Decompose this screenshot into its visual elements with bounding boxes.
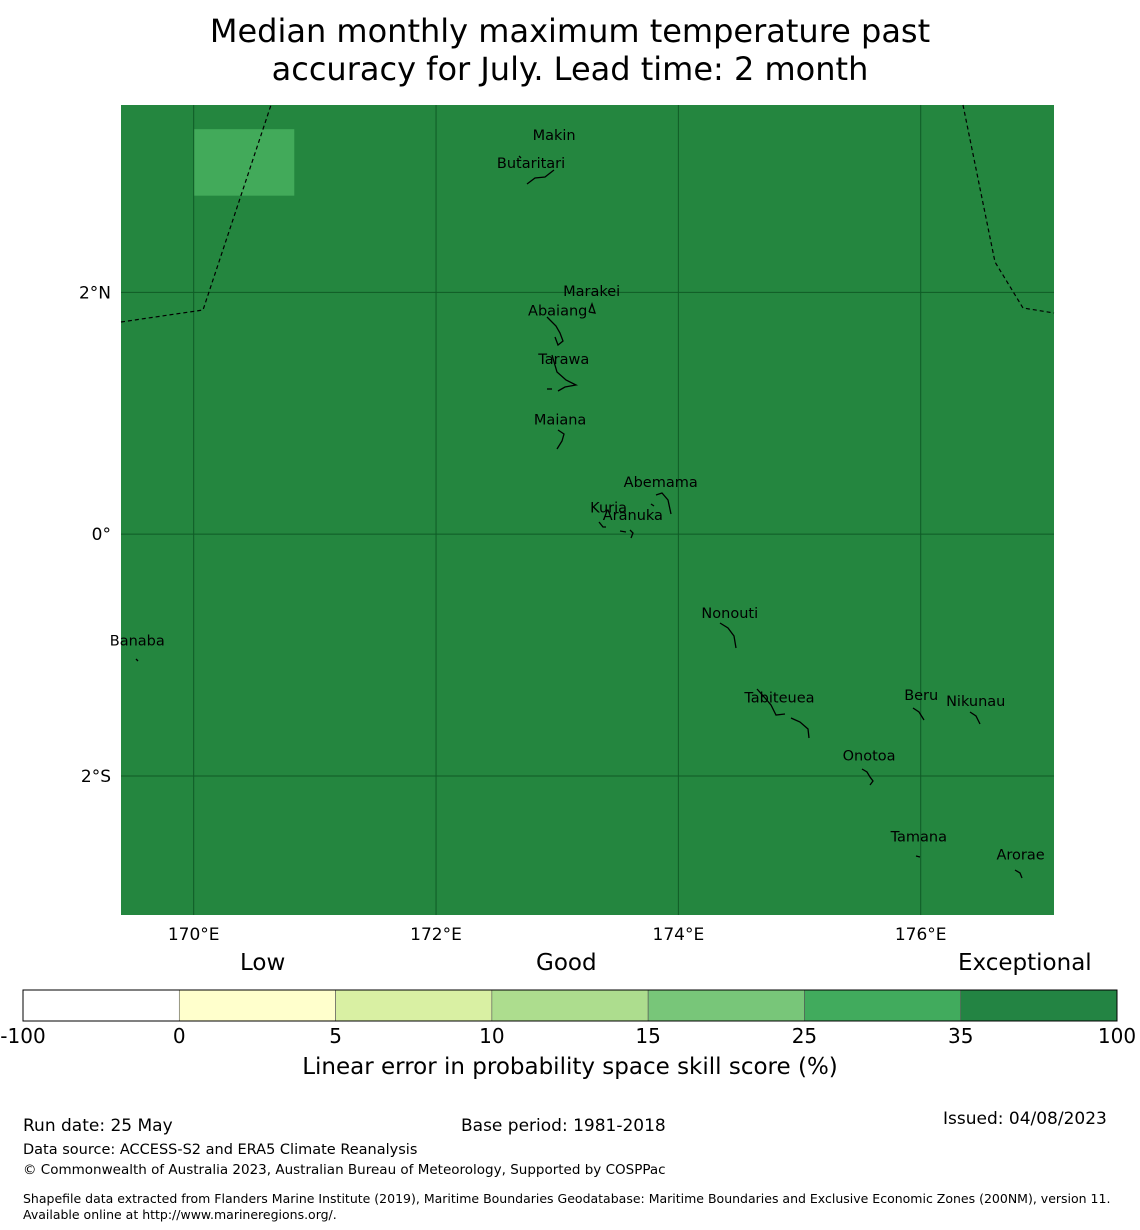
colorbar-bin [960,989,1118,1022]
island-label: Nikunau [946,694,1005,710]
longitude-tick-label: 170°E [168,925,220,945]
colorbar [22,989,1118,1022]
island-outline [655,492,672,515]
island-label: Abaiang [528,304,587,320]
graticule [121,105,1054,915]
island-outline [719,622,737,649]
island-label: Butaritari [497,156,565,172]
island-label: Onotoa [843,748,896,764]
island-label: Maiana [534,412,586,428]
colorbar-bin [491,989,649,1022]
colorbar-tick-label: 10 [479,1024,505,1048]
island-outline [556,429,565,450]
latitude-tick-label: 2°S [81,767,111,787]
island-outline [861,768,874,786]
island-label: Kuria [590,501,627,517]
colorbar-bin [178,989,336,1022]
longitude-tick-label: 172°E [410,925,462,945]
island-outline [969,711,981,725]
colorbar-bin [335,989,493,1022]
island-outline [135,658,139,662]
map-title-line-1: Median monthly maximum temperature past [209,12,931,50]
island-outline [790,717,810,739]
colorbar-label: Linear error in probability space skill … [302,1054,838,1080]
island-outline [629,529,634,539]
shapefile-credit: Shapefile data extracted from Flanders M… [23,1191,1111,1222]
colorbar-bin [647,989,805,1022]
run-date: Run date: 25 May [23,1116,173,1136]
island-label: Arorae [996,848,1044,864]
island-outline [551,354,579,392]
issued-date: Issued: 04/08/2023 [943,1109,1107,1129]
island-outline [619,530,627,533]
island-outlines [135,155,1023,879]
colorbar-bin [22,989,180,1022]
island-outline [650,503,655,507]
copyright-notice: © Commonwealth of Australia 2023, Austra… [23,1162,666,1178]
colorbar-tick-label: 35 [947,1024,974,1048]
latitude-tick-label: 0° [92,525,111,545]
island-outline [598,521,606,528]
colorbar-category-good: Good [536,950,597,976]
axis-tick-labels: 170°E 172°E 174°E 176°E 2°N 0° 2°S [79,283,947,945]
island-outline [915,855,921,858]
island-outline [546,316,564,347]
island-label: Tamana [890,829,947,845]
eez-boundary-east [962,104,1055,314]
longitude-tick-label: 174°E [653,925,705,945]
colorbar-category-exceptional: Exceptional [958,950,1092,976]
colorbar-tick-label: 0 [172,1024,186,1048]
island-outline [518,155,522,159]
island-outline [588,302,596,314]
colorbar-tick-label: 25 [791,1024,818,1048]
colorbar-frame [22,989,1118,1022]
colorbar-tick-label: -100 [0,1024,46,1048]
colorbar-tick-label: 100 [1097,1024,1137,1048]
island-label: Beru [904,688,938,704]
island-label: Abemama [624,475,698,491]
colorbar-tick-label: 15 [635,1024,661,1048]
longitude-tick-label: 176°E [895,925,947,945]
latitude-tick-label: 2°N [79,283,111,303]
colorbar-bin [804,989,962,1022]
map-panel: Makin Butaritari Marakei Abaiang Tarawa Maian… [79,104,1055,945]
base-period: Base period: 1981-2018 [461,1116,666,1136]
map-title-line-2: accuracy for July. Lead time: 2 month [271,50,869,88]
island-label: Marakei [563,284,620,300]
island-label: Makin [533,128,576,144]
map-background [121,105,1054,915]
island-outline [526,169,555,185]
island-outline [756,688,786,716]
island-outline [1014,869,1023,879]
eez-boundary-west [120,104,272,323]
island-label: Banaba [110,634,165,650]
data-source: Data source: ACCESS-S2 and ERA5 Climate … [23,1142,418,1158]
eez-boundaries [120,104,1055,323]
highlight-grid-cell [193,129,295,196]
island-label: Nonouti [701,606,758,622]
colorbar-tick-label: 5 [329,1024,342,1048]
island-label: Tabiteuea [743,690,814,706]
colorbar-category-low: Low [240,950,286,976]
island-outline [912,707,925,721]
island-labels: Makin Butaritari Marakei Abaiang Tarawa Maian… [110,128,1045,863]
island-label: Tarawa [537,352,589,368]
island-label: Aranuka [603,508,663,524]
